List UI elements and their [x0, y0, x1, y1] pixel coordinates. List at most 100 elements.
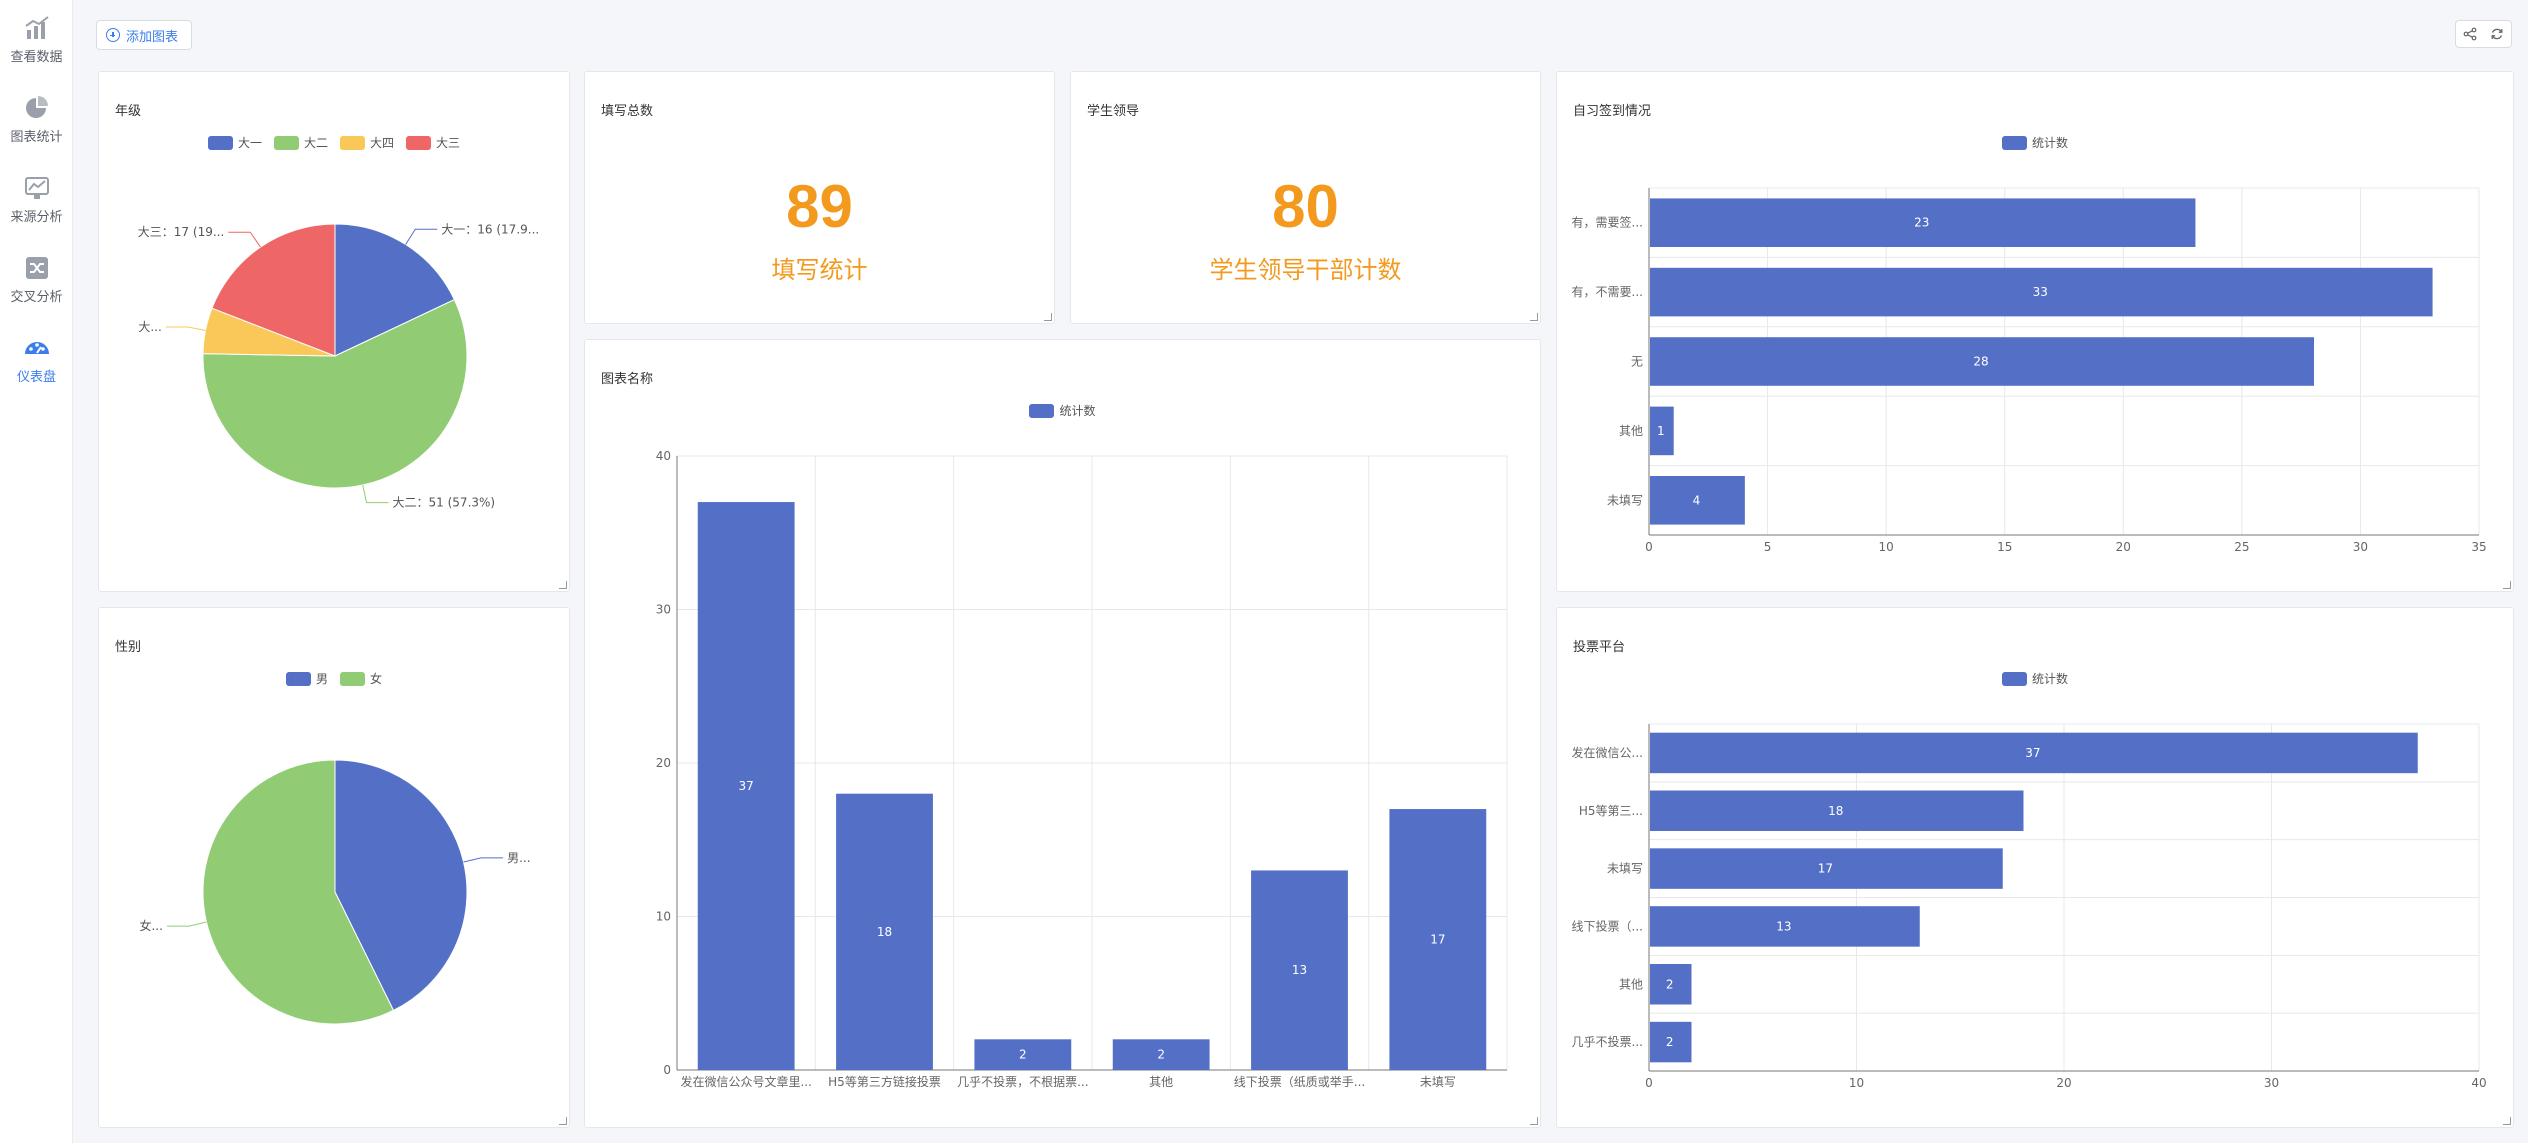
bar-value-label: 1 [1657, 424, 1665, 438]
legend-item[interactable]: 大三 [406, 134, 460, 151]
sidebar-item-view-data[interactable]: 查看数据 [0, 4, 73, 84]
x-tick-label: 线下投票（纸质或举手... [1234, 1074, 1365, 1089]
legend-swatch [273, 135, 299, 150]
dashboard-icon [24, 342, 49, 354]
legend-item[interactable]: 大一 [207, 134, 262, 151]
y-tick-label: 无 [1631, 355, 1643, 369]
add-circle-icon [106, 28, 120, 42]
y-tick-label: 线下投票（... [1572, 918, 1643, 933]
sidebar-item-chart-stats[interactable]: 图表统计 [0, 84, 73, 164]
bar-value-label: 28 [1973, 355, 1988, 369]
pie-label-line [405, 228, 438, 245]
pie-label-line [228, 231, 261, 248]
legend-item[interactable]: 男 [285, 670, 328, 687]
grade-pie-chart: 大一：16 (17.9... 大二：51 (57.3%) 大... 大三：17 (19… [138, 222, 539, 509]
legend-swatch [2001, 671, 2027, 686]
leader-label: 学生领导干部计数 [1209, 256, 1402, 284]
card-title: 自习签到情况 [1573, 104, 1652, 119]
bar-value-label: 18 [877, 925, 892, 939]
bar-value-label: 2 [1666, 977, 1674, 991]
card-title: 投票平台 [1573, 640, 1626, 655]
total-card: 填写总数 89 填写统计 [584, 71, 1055, 324]
share-button[interactable] [2456, 21, 2484, 47]
card-title: 填写总数 [601, 104, 654, 119]
sidebar: 查看数据 图表统计 来源分析 交叉分析 仪表盘 [0, 0, 73, 1143]
bar-value-label: 23 [1914, 216, 1929, 230]
legend-label: 女 [370, 672, 383, 686]
resize-handle[interactable] [1530, 313, 1538, 321]
x-tick-label: 未填写 [1420, 1075, 1456, 1089]
x-tick-label: 其他 [1149, 1075, 1173, 1089]
x-tick-label: 20 [2056, 1076, 2071, 1090]
x-tick-label: 15 [1997, 540, 2012, 554]
y-tick-label: 几乎不投票... [1572, 1034, 1643, 1049]
x-tick-label: 0 [1645, 540, 1653, 554]
x-tick-label: 5 [1764, 540, 1772, 554]
share-icon [2463, 27, 2477, 41]
bar [1650, 476, 1745, 525]
chart-legend: 男女 [99, 670, 569, 687]
chart-legend: 统计数 [1557, 134, 2513, 151]
resize-handle[interactable] [559, 581, 567, 589]
shuffle-icon [25, 257, 48, 279]
sidebar-item-source-analysis[interactable]: 来源分析 [0, 164, 73, 244]
sidebar-item-cross-analysis[interactable]: 交叉分析 [0, 244, 73, 324]
legend-item[interactable]: 统计数 [2001, 134, 2068, 151]
resize-handle[interactable] [2503, 1117, 2511, 1125]
legend-item[interactable]: 女 [340, 670, 382, 687]
chartname-bar-chart: 0 10 20 30 40 37 发在微信公众号文章里... 18 H5等第三方链接投票 2 几乎不… [656, 449, 1508, 1089]
x-tick-label: 30 [2353, 540, 2368, 554]
bar-value-label: 33 [2033, 285, 2048, 299]
refresh-button[interactable] [2484, 21, 2512, 47]
bar [1650, 198, 2196, 247]
sidebar-item-dashboard[interactable]: 仪表盘 [0, 324, 73, 404]
y-tick-label: 未填写 [1607, 862, 1643, 876]
card-title: 图表名称 [601, 372, 654, 387]
gender-card: 性别 男女 男... 女... [98, 607, 570, 1128]
bar-value-label: 4 [1693, 493, 1701, 507]
pie-label: 大一：16 (17.9... [441, 222, 539, 236]
pie-label-line [165, 326, 206, 332]
bar-value-label: 37 [739, 779, 754, 793]
resize-handle[interactable] [559, 1117, 567, 1125]
y-tick-label: 40 [656, 449, 671, 463]
chart-legend: 大一 大二 大四 大三 [99, 134, 569, 151]
resize-handle[interactable] [1044, 313, 1052, 321]
legend-swatch [207, 135, 233, 150]
pie-chart-icon [25, 96, 48, 118]
y-tick-label: 有，不需要... [1572, 285, 1643, 299]
sidebar-item-label: 仪表盘 [16, 370, 56, 385]
legend-item[interactable]: 统计数 [2001, 670, 2068, 687]
bar [836, 793, 933, 1070]
legend-label: 大四 [370, 136, 395, 150]
legend-swatch [1029, 403, 1055, 418]
bar-value-label: 2 [1666, 1035, 1674, 1049]
pie-label: 大三：17 (19... [138, 225, 224, 239]
legend-item[interactable]: 大四 [340, 134, 394, 151]
leader-value: 80 [1272, 173, 1339, 240]
bar [1650, 1021, 1692, 1063]
x-tick-label: 35 [2471, 540, 2486, 554]
bar-value-label: 37 [2025, 746, 2040, 760]
x-tick-label: 0 [1645, 1076, 1653, 1090]
vote-card: 投票平台 统计数 0 10 20 30 40 37 发在微信公... 18 H5等第三... 17… [1556, 607, 2514, 1128]
bar-chart-icon [24, 16, 49, 39]
legend-swatch [340, 671, 365, 686]
bar [1650, 906, 1920, 947]
bar-value-label: 18 [1828, 804, 1843, 818]
resize-handle[interactable] [1530, 1117, 1538, 1125]
legend-item[interactable]: 统计数 [1029, 402, 1096, 419]
grade-card: 年级 大一 大二 大四 大三 大一：16 (17.9... 大二：51 (57.3%) 大… [98, 71, 570, 592]
add-chart-label: 添加图表 [126, 29, 179, 45]
legend-item[interactable]: 大二 [273, 134, 328, 151]
bar [1650, 406, 1674, 456]
leader-card: 学生领导 80 学生领导干部计数 [1070, 71, 1541, 324]
total-label: 填写统计 [771, 256, 868, 284]
x-tick-label: 40 [2471, 1076, 2486, 1090]
resize-handle[interactable] [2503, 581, 2511, 589]
bar-value-label: 13 [1292, 963, 1307, 977]
y-tick-label: 20 [656, 756, 671, 770]
add-chart-button[interactable]: 添加图表 [96, 20, 192, 50]
y-tick-label: 30 [656, 603, 671, 617]
trend-icon [24, 177, 49, 199]
